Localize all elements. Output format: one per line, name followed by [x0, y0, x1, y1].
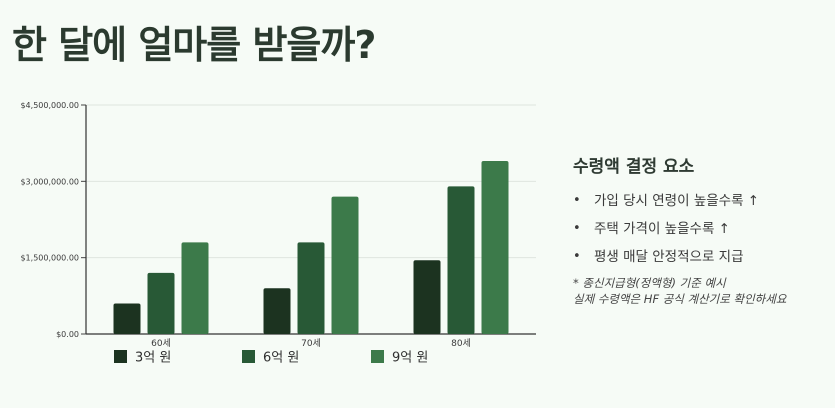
bullet-icon: • — [573, 193, 581, 208]
bullet-icon: • — [573, 249, 581, 264]
y-tick-label: $3,000,000.00 — [20, 177, 79, 186]
x-tick-label: 60세 — [151, 338, 171, 349]
y-tick-label: $0.00 — [56, 330, 79, 339]
legend: 3억 원 6억 원 9억 원 — [114, 350, 428, 366]
bars — [113, 160, 509, 334]
bar — [263, 288, 291, 334]
x-tick-label: 70세 — [301, 338, 321, 349]
y-tick-label: $4,500,000.00 — [20, 101, 79, 110]
page-title: 한 달에 얼마를 받을까? — [12, 23, 376, 67]
list-item: • 주택 가격이 높을수록 ↑ — [573, 219, 828, 247]
bar — [113, 303, 141, 334]
x-tick-label: 80세 — [451, 338, 471, 349]
panel-heading: 수령액 결정 요소 — [573, 157, 695, 177]
legend-label: 9억 원 — [392, 351, 428, 366]
factor-list: • 가입 당시 연령이 높을수록 ↑ • 주택 가격이 높을수록 ↑ • 평생 … — [573, 191, 828, 275]
bar — [413, 260, 441, 334]
info-panel: 수령액 결정 요소 • 가입 당시 연령이 높을수록 ↑ • 주택 가격이 높을… — [573, 152, 828, 307]
axis-labels: $0.00 $1,500,000.00 $3,000,000.00 $4,500,00… — [20, 101, 470, 349]
bullet-icon: • — [573, 221, 581, 236]
list-item-text: 가입 당시 연령이 높을수록 ↑ — [594, 193, 760, 209]
legend-swatch — [371, 350, 384, 363]
bar-chart: $0.00 $1,500,000.00 $3,000,000.00 $4,500,00… — [20, 101, 536, 366]
footnote: * 종신지급형(정액형) 기준 예시 — [573, 276, 726, 290]
bar — [147, 272, 175, 334]
list-item: • 가입 당시 연령이 높을수록 ↑ — [573, 191, 828, 219]
bar — [481, 160, 509, 334]
list-item: • 평생 매달 안정적으로 지급 — [573, 247, 828, 275]
legend-swatch — [114, 350, 127, 363]
list-item-text: 주택 가격이 높을수록 ↑ — [594, 221, 730, 237]
bar — [297, 242, 325, 334]
legend-label: 6억 원 — [263, 351, 299, 366]
legend-label: 3억 원 — [135, 351, 171, 366]
legend-swatch — [242, 350, 255, 363]
y-tick-label: $1,500,000.00 — [20, 254, 79, 263]
bar — [447, 186, 475, 334]
bar — [181, 242, 209, 334]
list-item-text: 평생 매달 안정적으로 지급 — [594, 249, 744, 265]
bar — [331, 196, 359, 334]
disclaimer-note: 실제 수령액은 HF 공식 계산기로 확인하세요 — [573, 292, 787, 306]
